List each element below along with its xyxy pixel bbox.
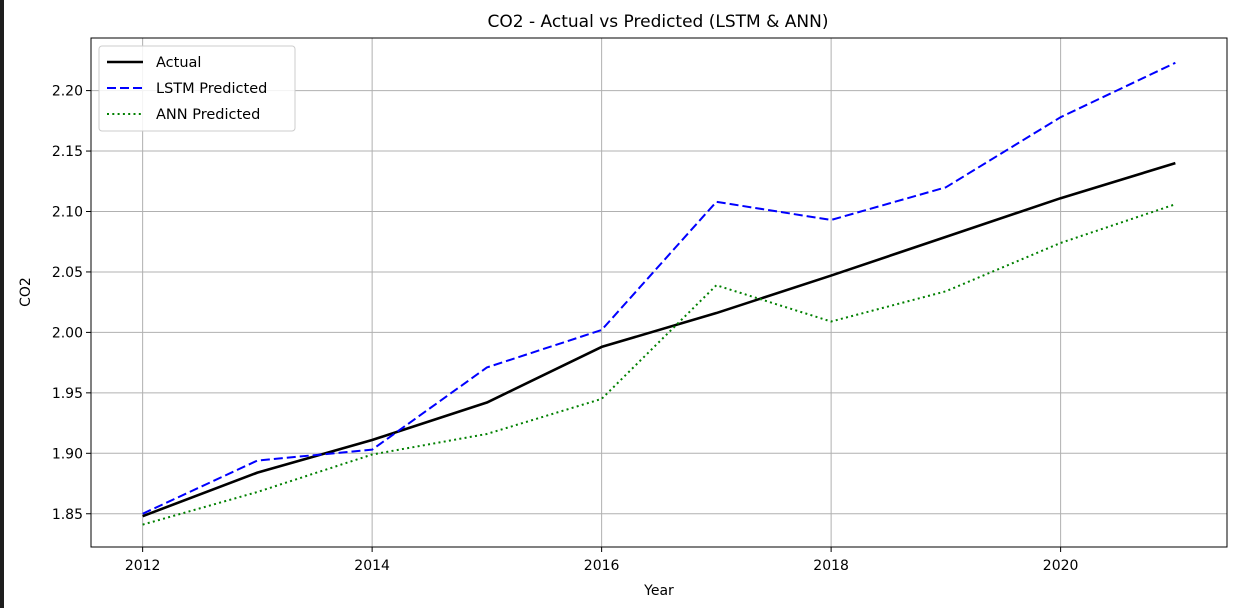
y-tick-label: 2.20 bbox=[52, 84, 83, 100]
x-tick-label: 2018 bbox=[813, 558, 849, 574]
legend-label: LSTM Predicted bbox=[156, 81, 267, 97]
y-axis-title: CO2 bbox=[18, 277, 34, 307]
series-line-actual bbox=[142, 161, 1176, 518]
window-edge bbox=[0, 0, 4, 608]
chart-title: CO2 - Actual vs Predicted (LSTM & ANN) bbox=[488, 12, 829, 32]
y-tick-label: 2.00 bbox=[52, 325, 83, 341]
y-axis-ticks: 1.85 1.90 1.95 2.00 2.05 2.10 2.15 2.20 bbox=[52, 84, 91, 523]
series-line-lstm-predicted bbox=[142, 61, 1176, 515]
legend-label: Actual bbox=[156, 55, 201, 71]
y-tick-label: 1.90 bbox=[52, 446, 83, 462]
x-tick-label: 2012 bbox=[125, 558, 161, 574]
x-axis-ticks: 2012 2014 2016 2018 2020 bbox=[125, 547, 1079, 574]
x-tick-label: 2014 bbox=[354, 558, 390, 574]
series-lines bbox=[142, 61, 1176, 526]
x-tick-label: 2020 bbox=[1043, 558, 1079, 574]
y-tick-label: 2.15 bbox=[52, 144, 83, 160]
series-line-ann-predicted bbox=[142, 203, 1176, 526]
legend-label: ANN Predicted bbox=[156, 107, 260, 123]
legend-box bbox=[98, 45, 296, 132]
x-axis-title: Year bbox=[643, 583, 674, 599]
x-tick-label: 2016 bbox=[584, 558, 620, 574]
y-tick-label: 2.05 bbox=[52, 265, 83, 281]
plot-area bbox=[90, 37, 1228, 548]
legend: Actual LSTM Predicted ANN Predicted bbox=[98, 45, 296, 132]
y-tick-label: 1.85 bbox=[52, 507, 83, 523]
y-tick-label: 1.95 bbox=[52, 386, 83, 402]
y-tick-label: 2.10 bbox=[52, 204, 83, 220]
